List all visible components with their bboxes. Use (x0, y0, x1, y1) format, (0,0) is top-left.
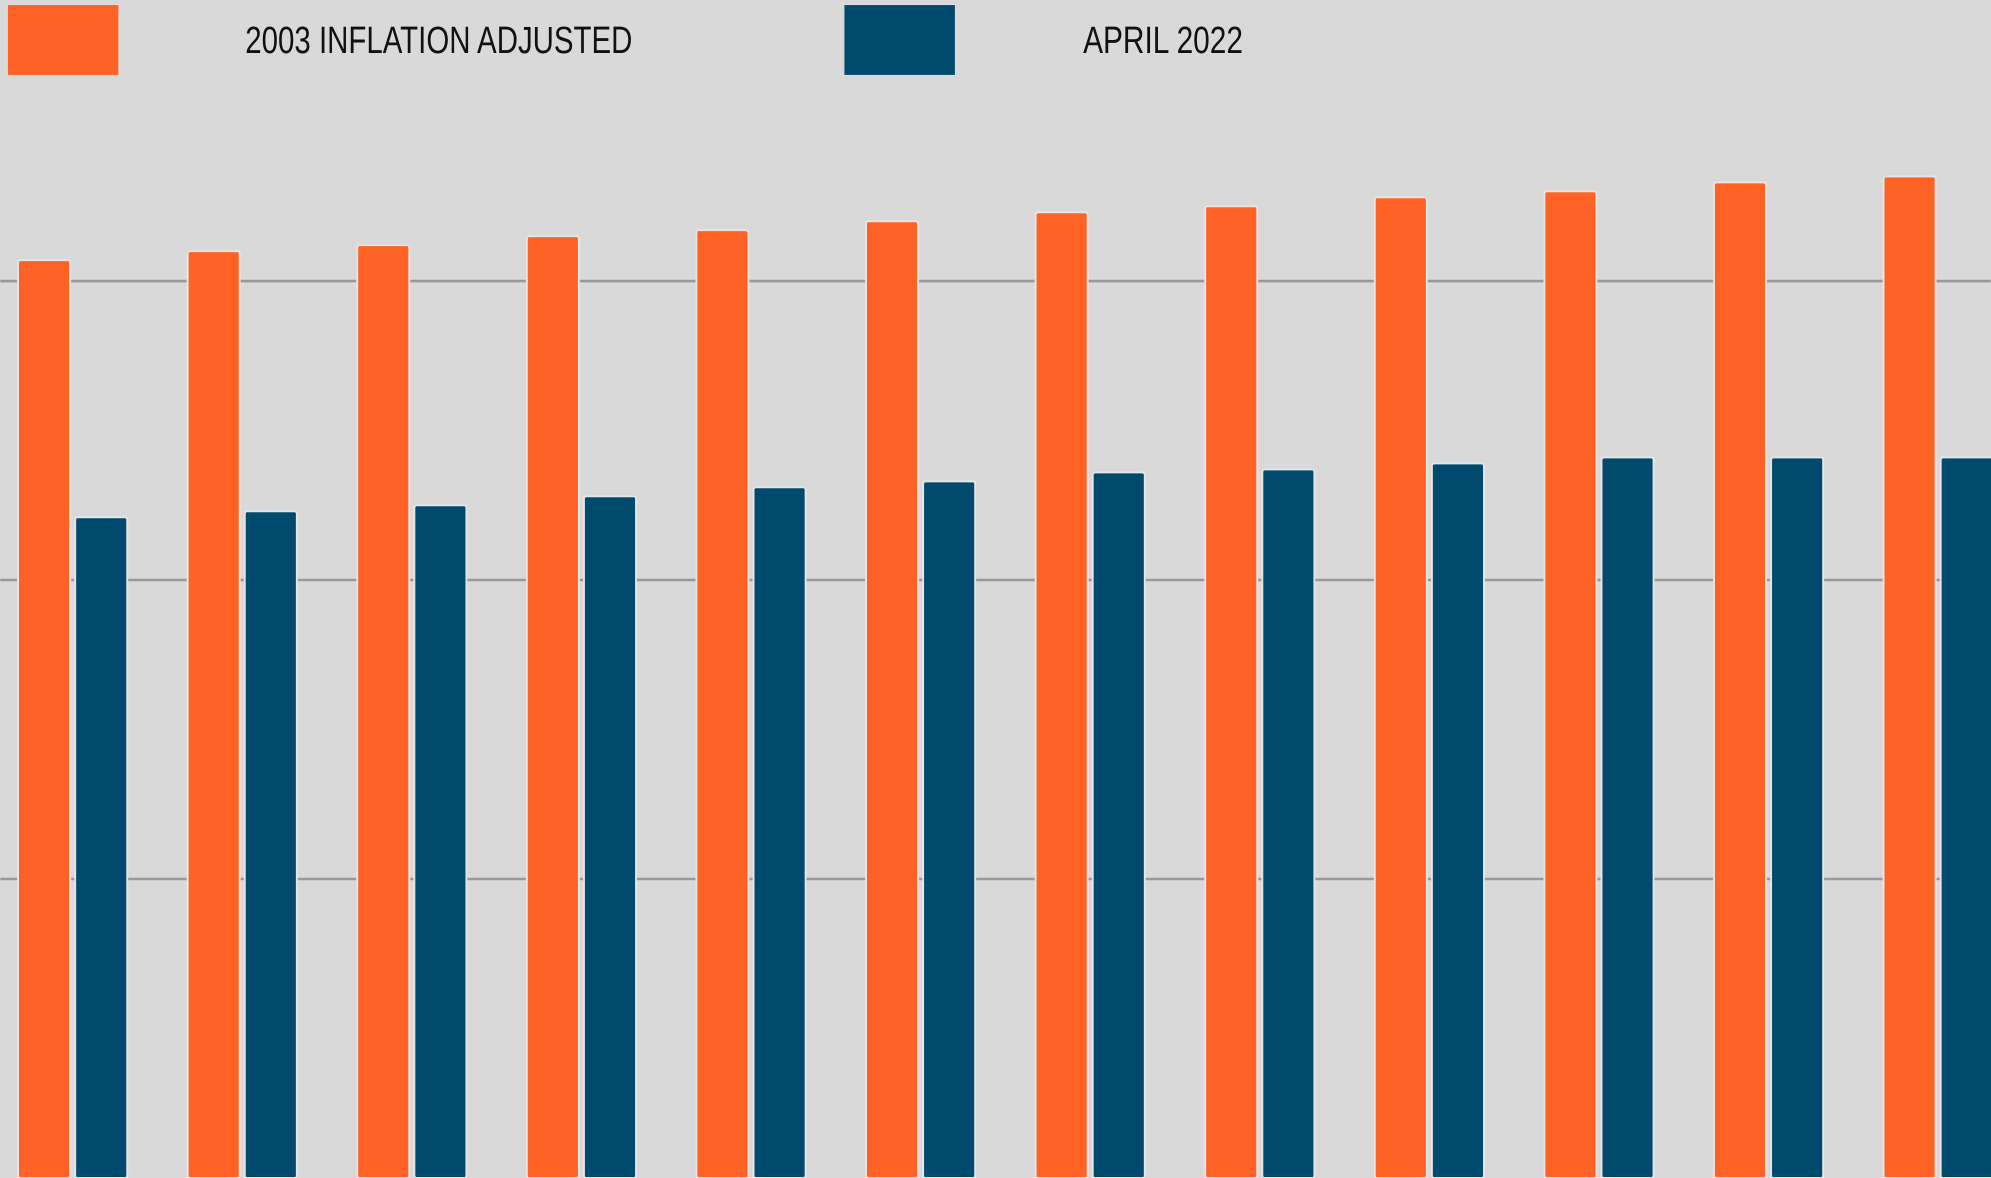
bar (1091, 471, 1146, 1178)
bar (1204, 205, 1259, 1178)
legend-swatch (844, 5, 955, 75)
bar (1600, 456, 1655, 1178)
bar (1939, 456, 1991, 1178)
bar (1373, 196, 1428, 1178)
bar (413, 504, 468, 1178)
bar (752, 486, 807, 1178)
bar (695, 229, 750, 1178)
bar (1430, 462, 1485, 1178)
bar (583, 495, 637, 1178)
bar (922, 480, 977, 1178)
bar (243, 510, 298, 1178)
bar (525, 235, 580, 1178)
bar (1034, 211, 1089, 1178)
bar (74, 516, 129, 1178)
bar (1543, 190, 1598, 1178)
bar (356, 244, 411, 1178)
bar (1713, 181, 1767, 1178)
bar (17, 259, 72, 1178)
bar (1882, 175, 1937, 1178)
legend-label: APRIL 2022 (1083, 20, 1243, 62)
bar (1770, 456, 1825, 1178)
legend-label: 2003 INFLATION ADJUSTED (245, 20, 632, 62)
bar (1261, 468, 1316, 1178)
legend-swatch (7, 5, 119, 75)
bar (865, 220, 920, 1178)
bar (186, 250, 241, 1178)
